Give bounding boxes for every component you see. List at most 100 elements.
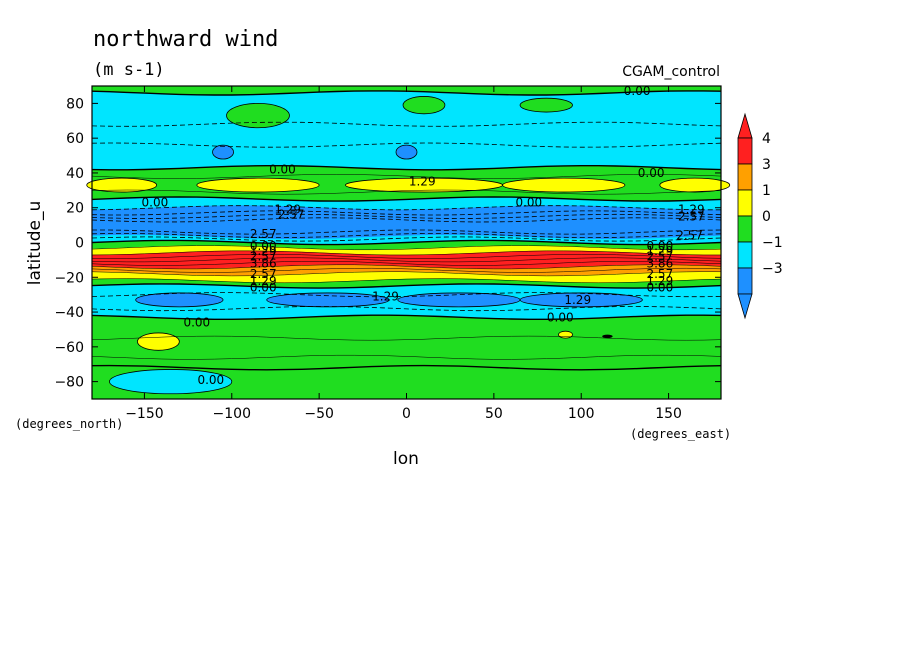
- contour-label-28: 0.00: [183, 315, 210, 329]
- y-tick-label-0: 80: [66, 96, 84, 112]
- x-units-label: (degrees_east): [630, 427, 731, 441]
- contour-label-10: 2.57: [250, 227, 277, 241]
- dataset-label: CGAM_control: [622, 64, 720, 80]
- contour-line-11: [92, 229, 722, 235]
- x-tick-label-3: 0: [402, 406, 411, 422]
- contour-line-10: [91, 217, 722, 223]
- y-tick-label-3: 20: [66, 201, 84, 217]
- contour-line-29: [91, 354, 722, 360]
- y-tick-label-6: −40: [54, 305, 84, 321]
- contour-label-3: 0.00: [638, 166, 665, 180]
- contour-label-4: 0.00: [142, 196, 169, 210]
- contour-label-27: 1.29: [564, 293, 591, 307]
- contour-label-11: 2.57: [676, 229, 703, 243]
- contour-line-24: [91, 283, 722, 289]
- contour-blob-17: [109, 369, 233, 395]
- contour-line-15: [91, 245, 722, 251]
- contour-blob-12: [397, 292, 521, 308]
- colorbar-arrow-bottom: [737, 293, 753, 320]
- x-tick-label-2: −50: [304, 406, 334, 422]
- chart-units: (m s-1): [93, 60, 165, 80]
- contour-label-30: 0.00: [197, 373, 224, 387]
- contour-blob-11: [266, 292, 390, 308]
- contour-line-8: [91, 210, 722, 216]
- contour-label-26: 1.29: [372, 289, 399, 303]
- contour-line-26: [91, 306, 722, 312]
- contour-blob-6: [402, 96, 446, 115]
- colorbar-segment-5: [737, 267, 753, 295]
- contour-line-18: [91, 257, 722, 263]
- colorbar-label-5: −3: [762, 261, 783, 277]
- contour-line-16: [91, 250, 721, 256]
- contour-blob-16: [602, 334, 613, 339]
- y-tick-label-4: 0: [75, 236, 84, 252]
- chart-title: northward wind: [93, 27, 278, 52]
- colorbar-label-2: 1: [762, 183, 771, 199]
- contour-line-27: [91, 314, 722, 320]
- contour-blob-5: [226, 102, 290, 129]
- y-axis-label: latitude_u: [25, 201, 45, 286]
- contour-label-14: 2.57: [250, 249, 277, 263]
- contour-label-19: 0.00: [646, 239, 673, 253]
- contour-line-13: [91, 236, 722, 242]
- contour-label-20: 1.29: [646, 244, 673, 258]
- contour-blob-4: [86, 177, 158, 193]
- contour-line-12: [91, 233, 722, 238]
- y-tick-label-2: 40: [66, 166, 84, 182]
- contour-blob-9: [395, 144, 418, 160]
- contour-label-22: 3.86: [646, 256, 673, 270]
- y-tick-label-1: 60: [66, 131, 84, 147]
- contour-blob-7: [519, 97, 573, 113]
- colorbar-segment-1: [737, 163, 753, 191]
- contour-label-1: 0.00: [269, 162, 296, 176]
- y-tick-label-8: −80: [54, 375, 84, 391]
- contour-line-6: [91, 196, 722, 202]
- contour-label-15: 3.86: [250, 256, 277, 270]
- x-axis-label: lon: [393, 449, 419, 469]
- contour-lines: [91, 90, 722, 371]
- x-tick-label-1: −100: [213, 406, 251, 422]
- contour-blob-8: [212, 144, 234, 160]
- x-tick-label-0: −150: [125, 406, 163, 422]
- contour-label-29: 0.00: [547, 310, 574, 324]
- contour-label-23: 2.57: [646, 267, 673, 281]
- colorbar-label-1: 3: [762, 157, 771, 173]
- contour-line-19: [91, 261, 722, 266]
- contour-line-28: [91, 335, 722, 341]
- contour-line-23: [91, 278, 722, 284]
- band-4: [91, 205, 722, 240]
- contour-line-20: [91, 264, 722, 270]
- contour-blob-10: [135, 292, 224, 308]
- contour-label-5: 0.00: [515, 196, 542, 210]
- colorbar-label-3: 0: [762, 209, 771, 225]
- contour-label-16: 2.57: [250, 267, 277, 281]
- contour-label-13: 1.29: [250, 244, 277, 258]
- contour-label-8: 1.29: [678, 202, 705, 216]
- contour-blob-3: [659, 177, 731, 193]
- contour-label-17: 1.29: [250, 274, 277, 288]
- contour-line-1: [91, 121, 722, 127]
- contour-label-21: 2.57: [646, 249, 673, 263]
- colorbar-segment-2: [737, 189, 753, 217]
- colorbar-label-4: −1: [762, 235, 783, 251]
- contour-label-0: 0.00: [624, 84, 651, 98]
- colorbar: 4 3 1 0 −1 −3: [737, 112, 783, 320]
- contour-line-14: [91, 239, 722, 246]
- contour-blob-2: [502, 177, 626, 193]
- colorbar-label-0: 4: [762, 131, 771, 147]
- y-axis-ticks: 80 60 40 20 0 −20 −40 −60 −80: [54, 96, 721, 391]
- contour-line-21: [91, 267, 722, 273]
- contour-labels: 0.000.001.290.000.00 0.001.292.57 1.292.57…: [142, 84, 705, 387]
- contour-line-5: [91, 189, 722, 195]
- colorbar-segment-4: [737, 241, 753, 269]
- contour-line-9: [91, 213, 722, 219]
- contour-label-24: 1.29: [646, 274, 673, 288]
- contour-label-12: 0.00: [250, 239, 277, 253]
- contour-line-3: [91, 165, 722, 171]
- contour-blob-15: [558, 330, 573, 339]
- contour-label-18: 0.00: [250, 281, 277, 295]
- contour-label-7: 2.57: [278, 208, 305, 222]
- y-units-label: (degrees_north): [15, 417, 123, 431]
- contour-line-22: [91, 271, 722, 277]
